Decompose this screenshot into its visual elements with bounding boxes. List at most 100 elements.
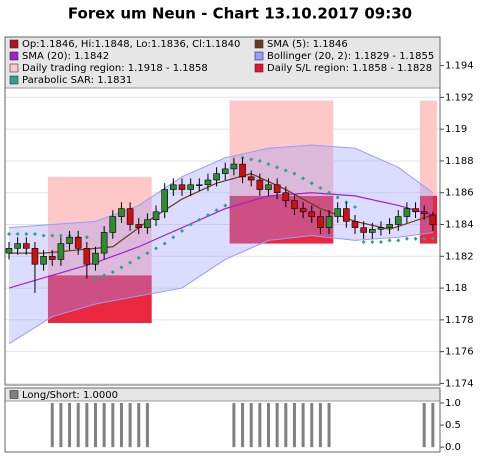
- bar: [50, 403, 54, 448]
- candle-body: [100, 232, 108, 254]
- sar-point: [396, 238, 401, 243]
- bar: [267, 403, 270, 448]
- sar-point: [93, 276, 98, 281]
- candle-body: [66, 236, 73, 244]
- candle-body: [118, 208, 125, 217]
- bar: [422, 403, 426, 448]
- sar-point: [24, 232, 29, 237]
- bar: [431, 403, 435, 448]
- sar-point: [119, 265, 124, 270]
- candle-body: [221, 168, 229, 174]
- candle-body: [429, 214, 437, 225]
- candle-body: [368, 228, 376, 233]
- candle-body: [394, 216, 402, 225]
- sar-point: [41, 233, 46, 238]
- candle-body: [161, 189, 168, 213]
- sar-point: [214, 208, 219, 213]
- legend-swatch: [9, 75, 19, 85]
- y-tick-label: 0.0: [445, 442, 461, 453]
- sar-point: [84, 235, 89, 240]
- sar-point: [162, 241, 167, 246]
- sar-point: [404, 236, 409, 241]
- candle-body: [282, 192, 290, 201]
- sar-point: [292, 171, 297, 176]
- trading-region: [419, 100, 438, 196]
- candle-body: [196, 184, 203, 186]
- bollinger-band: [9, 145, 433, 344]
- y-tick-label: 1.188: [445, 156, 474, 167]
- sar-point: [249, 157, 254, 162]
- bar: [301, 403, 305, 448]
- candle-body: [109, 216, 117, 233]
- legend-label: SMA (5): 1.1846: [267, 39, 348, 50]
- legend-box: [4, 36, 441, 89]
- plot-frame: [4, 387, 441, 453]
- trading-region: [47, 176, 152, 276]
- bar: [102, 403, 106, 448]
- candle-body: [230, 163, 238, 170]
- candle-body: [360, 227, 367, 233]
- bar: [94, 403, 97, 448]
- candle-body: [5, 248, 13, 254]
- bar: [310, 403, 314, 448]
- candle-body: [204, 179, 212, 186]
- sar-point: [422, 236, 427, 241]
- sar-point: [413, 236, 418, 241]
- candle-body: [247, 176, 255, 181]
- sar-point: [102, 273, 107, 278]
- y-tick-label: 1.184: [445, 220, 474, 231]
- y-tick-label: 1.0: [445, 398, 461, 409]
- y-tick-label: 1.174: [445, 378, 474, 389]
- candle-body: [291, 200, 298, 209]
- y-tick-label: 0.5: [445, 420, 461, 431]
- y-tick-label: 1.176: [445, 347, 474, 358]
- legend-swatch: [254, 39, 264, 49]
- sar-point: [335, 195, 340, 200]
- sar-point: [318, 185, 323, 190]
- sar-point: [32, 232, 37, 237]
- legend-swatch: [9, 51, 19, 61]
- sar-point: [223, 203, 228, 208]
- candle-body: [187, 184, 194, 190]
- sar-point: [257, 158, 262, 163]
- candle-body: [351, 221, 359, 228]
- y-tick-label: 1.186: [445, 188, 474, 199]
- sar-point: [128, 260, 133, 265]
- candle-body: [265, 184, 272, 190]
- chart-title: Forex um Neun - Chart 13.10.2017 09:30: [68, 5, 412, 23]
- sar-point: [430, 236, 435, 241]
- sar-point: [171, 235, 176, 240]
- candle-body: [256, 179, 264, 190]
- y-tick-label: 1.18: [445, 283, 467, 294]
- legend-label: Long/Short: 1.0000: [22, 390, 118, 401]
- bollinger-upper: [8, 144, 434, 229]
- bar: [68, 403, 72, 448]
- candle-body: [213, 173, 220, 181]
- sar-point: [275, 165, 280, 170]
- candle-body: [14, 243, 21, 249]
- sar-point: [188, 222, 193, 227]
- bar: [258, 403, 262, 448]
- candle-body: [334, 208, 342, 217]
- candle-body: [412, 208, 419, 213]
- bar: [292, 403, 296, 448]
- candle-body: [40, 255, 47, 265]
- sar-point: [110, 270, 115, 275]
- candle-body: [343, 208, 350, 222]
- bar: [145, 403, 149, 448]
- sar-point: [327, 190, 332, 195]
- candle-body: [317, 216, 324, 228]
- legend-label: SMA (20): 1.1842: [22, 51, 109, 62]
- sar-point: [231, 198, 236, 203]
- sar-point: [145, 251, 150, 256]
- legend-label: Op:1.1846, Hi:1.1848, Lo:1.1836, Cl:1.18…: [22, 39, 240, 50]
- candle-body: [420, 211, 428, 214]
- sar-point: [50, 233, 55, 238]
- y-tick-label: 1.182: [445, 251, 474, 262]
- sar-point: [197, 217, 202, 222]
- bar: [119, 403, 123, 448]
- sar-point: [266, 162, 271, 167]
- candle-body: [135, 224, 143, 228]
- sar-point: [361, 239, 366, 244]
